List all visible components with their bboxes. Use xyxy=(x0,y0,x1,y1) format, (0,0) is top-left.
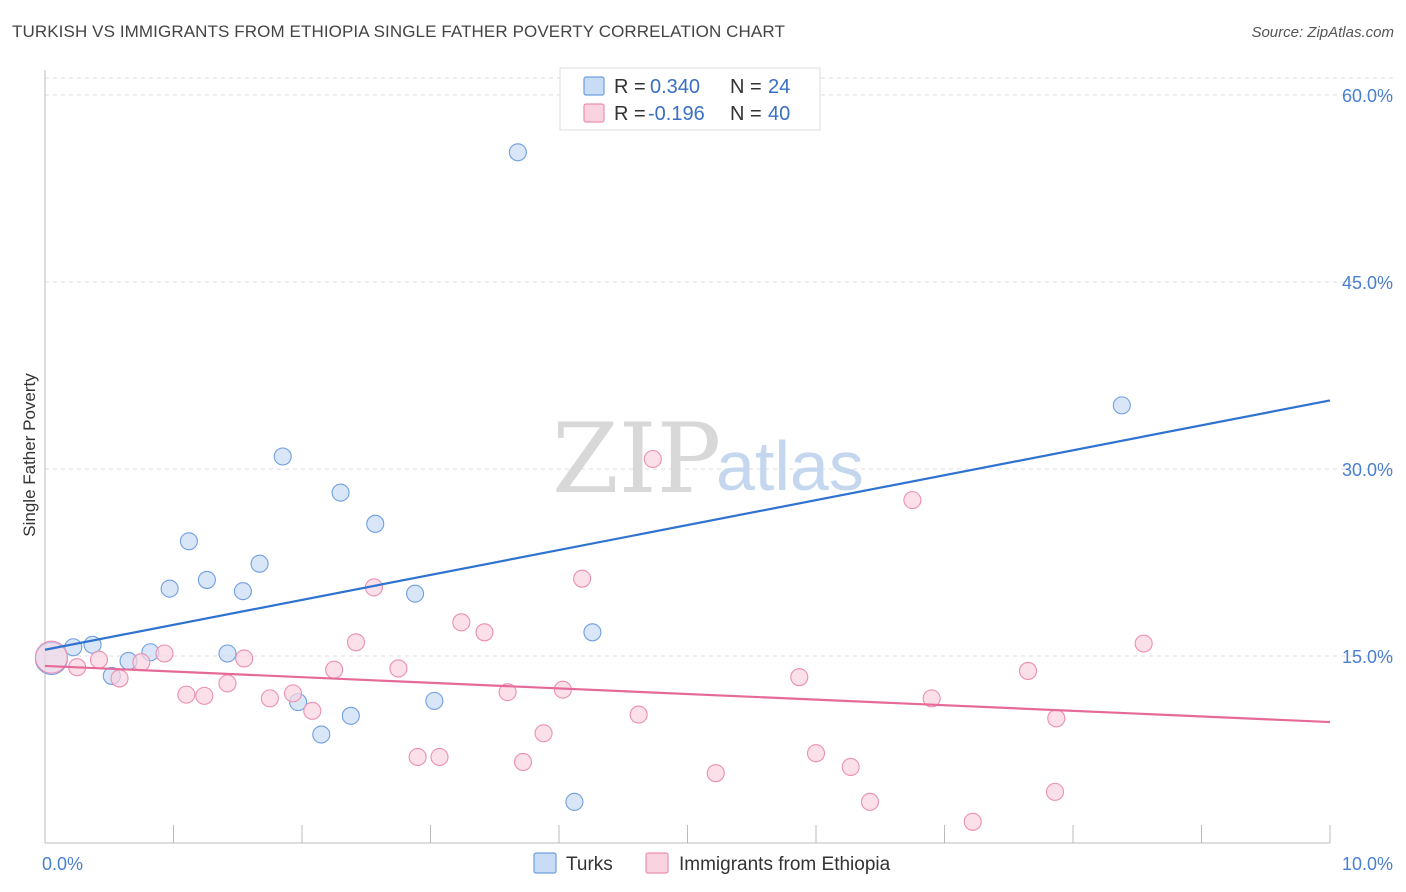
turks-point-11 xyxy=(250,554,269,573)
y-axis-label: Single Father Poverty xyxy=(20,373,39,537)
turks-point-12 xyxy=(273,447,292,466)
turks-point-17 xyxy=(366,514,385,533)
ethiopia-trend-line xyxy=(44,664,1331,724)
ethiopia-point-37 xyxy=(1045,782,1065,801)
ethiopia-point-10 xyxy=(260,689,279,708)
ethiopia-point-4 xyxy=(132,653,151,672)
ethiopia-point-6 xyxy=(177,685,196,704)
axes xyxy=(44,70,1331,844)
ethiopia-point-25 xyxy=(573,569,592,588)
ethiopia-point-12 xyxy=(303,701,322,720)
ethiopia-point-39 xyxy=(1134,634,1153,653)
legend-n-label-turks: N = xyxy=(730,76,762,98)
chart-source: Source: ZipAtlas.com xyxy=(1251,24,1394,41)
y-tick-label-0: 15.0% xyxy=(1342,647,1393,667)
ethiopia-point-31 xyxy=(841,757,860,776)
legend-top: R = 0.340 N = 24 R = -0.196 N = 40 xyxy=(559,67,821,131)
ethiopia-point-17 xyxy=(408,747,427,767)
turks-point-23 xyxy=(1112,396,1131,415)
legend-bottom: Turks Immigrants from Ethiopia xyxy=(533,852,891,875)
ethiopia-point-19 xyxy=(452,613,471,632)
ethiopia-point-21 xyxy=(498,683,517,702)
x-tick-label-0: 0.0% xyxy=(42,854,83,874)
tick-labels: 15.0% 30.0% 45.0% 60.0% 0.0% 10.0% xyxy=(42,86,1393,874)
legend-bottom-swatch-turks xyxy=(533,852,557,874)
ethiopia-point-26 xyxy=(629,705,648,724)
turks-point-7 xyxy=(179,532,198,551)
legend-bottom-label-ethiopia: Immigrants from Ethiopia xyxy=(679,854,891,875)
turks-point-8 xyxy=(197,570,216,589)
turks-point-9 xyxy=(218,644,237,663)
ethiopia-point-35 xyxy=(963,812,982,831)
turks-point-6 xyxy=(160,579,179,598)
ethiopia-point-36 xyxy=(1018,661,1038,680)
ethiopia-point-29 xyxy=(790,668,809,687)
ethiopia-point-18 xyxy=(430,747,449,767)
ethiopia-point-32 xyxy=(860,792,880,811)
ethiopia-point-27 xyxy=(643,449,662,469)
legend-r-value-ethiopia: -0.196 xyxy=(648,103,705,125)
ethiopia-point-3 xyxy=(110,669,129,688)
y-tick-label-3: 60.0% xyxy=(1342,86,1393,106)
turks-point-18 xyxy=(406,584,425,603)
turks-point-19 xyxy=(425,691,444,710)
grid-lines xyxy=(45,77,1395,657)
legend-r-label-ethiopia: R = xyxy=(614,103,646,125)
y-tick-label-1: 30.0% xyxy=(1342,460,1393,480)
turks-point-15 xyxy=(331,483,350,502)
ethiopia-point-13 xyxy=(325,660,344,679)
ethiopia-point-28 xyxy=(706,764,725,783)
series-ethiopia-points xyxy=(34,449,1153,831)
ethiopia-point-20 xyxy=(475,623,494,642)
ethiopia-point-11 xyxy=(283,684,303,703)
watermark-zip: ZIP xyxy=(552,403,721,515)
watermark: ZIP atlas xyxy=(552,403,864,515)
ethiopia-point-38 xyxy=(1047,709,1066,728)
ethiopia-point-2 xyxy=(89,650,109,669)
ethiopia-point-34 xyxy=(922,689,941,708)
ethiopia-point-16 xyxy=(389,659,408,678)
turks-point-22 xyxy=(583,623,602,642)
ethiopia-point-33 xyxy=(903,491,922,510)
ethiopia-point-14 xyxy=(346,633,366,652)
turks-point-21 xyxy=(565,792,584,811)
turks-point-14 xyxy=(312,725,331,744)
legend-n-value-turks: 24 xyxy=(768,76,790,98)
ethiopia-point-30 xyxy=(806,744,826,763)
legend-r-label-turks: R = xyxy=(614,76,646,98)
ethiopia-point-0 xyxy=(34,640,68,674)
x-tick-label-1: 10.0% xyxy=(1342,854,1393,874)
chart-title: TURKISH VS IMMIGRANTS FROM ETHIOPIA SING… xyxy=(12,22,785,41)
legend-swatch-ethiopia xyxy=(583,103,605,123)
legend-n-label-ethiopia: N = xyxy=(730,103,762,125)
watermark-atlas: atlas xyxy=(716,427,864,505)
legend-bottom-swatch-ethiopia xyxy=(645,852,669,874)
legend-bottom-label-turks: Turks xyxy=(566,854,613,875)
y-tick-label-2: 45.0% xyxy=(1342,273,1393,293)
ethiopia-point-7 xyxy=(195,686,214,705)
turks-point-20 xyxy=(508,143,527,162)
turks-point-16 xyxy=(341,706,360,725)
turks-trend-line xyxy=(44,399,1331,651)
legend-n-value-ethiopia: 40 xyxy=(768,103,790,125)
legend-swatch-turks xyxy=(583,76,605,96)
trend-lines xyxy=(44,399,1331,724)
ethiopia-point-9 xyxy=(235,649,254,668)
ethiopia-point-22 xyxy=(513,752,533,772)
legend-r-value-turks: 0.340 xyxy=(650,76,700,98)
ethiopia-point-23 xyxy=(534,724,553,743)
ethiopia-point-5 xyxy=(155,644,174,663)
turks-point-10 xyxy=(233,582,252,601)
ethiopia-point-8 xyxy=(218,674,237,693)
